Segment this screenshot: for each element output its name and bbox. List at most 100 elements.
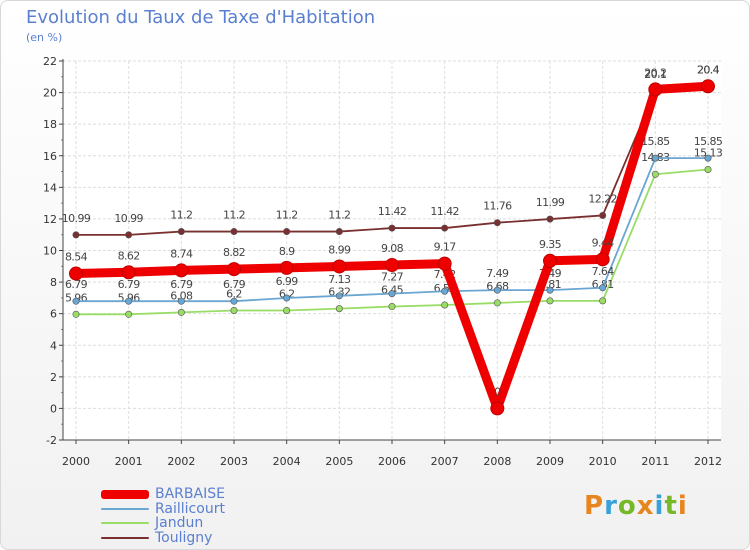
legend-label: Raillicourt [155,500,225,517]
data-label-barbaise: 0 [494,385,501,398]
y-tick-label: 12 [43,213,57,226]
data-label-raillicourt: 15.85 [641,135,670,148]
data-point-barbaise [701,79,715,94]
logo-letter: r [604,491,618,521]
y-tick-label: 0 [50,402,57,415]
data-point-raillicourt [441,287,449,295]
data-label-jandun: 15.13 [694,146,723,159]
data-label-touligny: 10.99 [114,212,143,225]
data-point-barbaise [121,265,136,280]
data-point-jandun [441,301,449,309]
data-point-barbaise [490,401,505,416]
x-tick-label: 2006 [378,455,406,468]
data-label-barbaise: 8.74 [170,247,193,260]
x-tick-label: 2009 [536,455,564,468]
y-tick-label: 22 [43,55,57,68]
x-tick-label: 2012 [694,455,722,468]
data-point-raillicourt [230,297,238,305]
data-point-touligny [388,224,396,232]
x-tick-label: 2004 [273,455,301,468]
data-label-touligny: 11.2 [223,209,245,222]
data-point-barbaise [595,252,610,267]
data-point-barbaise [69,266,83,281]
data-label-touligny: 11.42 [378,205,407,218]
data-label-raillicourt: 6.79 [65,278,88,291]
y-tick-label: 2 [50,371,57,384]
data-label-barbaise: 8.62 [118,249,140,262]
legend-label: Jandun [155,515,204,531]
data-point-barbaise [279,260,294,275]
data-label-touligny: 11.76 [483,200,512,213]
chart-legend: BARBAISE Raillicourt Jandun Touligny [101,487,225,545]
data-label-raillicourt: 6.99 [276,275,299,288]
x-tick-label: 2010 [589,455,617,468]
data-label-barbaise: 8.54 [65,251,88,264]
data-point-raillicourt [546,286,554,294]
data-label-touligny: 10.99 [62,212,91,225]
data-point-barbaise [332,259,347,274]
y-tick-label: 6 [50,308,57,321]
logo-letter: o [617,491,637,521]
data-label-raillicourt: 6.79 [118,278,141,291]
data-label-raillicourt: 7.64 [592,265,615,278]
data-point-barbaise [543,253,557,268]
legend-label: Touligny [155,529,213,546]
data-label-touligny: 20.1 [644,68,666,81]
data-point-raillicourt [335,292,343,300]
data-point-jandun [704,165,712,173]
data-point-touligny [546,215,554,223]
data-point-barbaise [227,262,241,277]
data-point-barbaise [385,258,399,273]
logo-letter: t [664,491,678,521]
legend-item: Jandun [101,516,225,531]
x-tick-label: 2000 [62,455,90,468]
data-point-jandun [283,307,291,315]
x-tick-label: 2011 [641,455,669,468]
data-point-jandun [599,297,607,305]
x-tick-label: 2007 [431,455,459,468]
data-label-raillicourt: 6.79 [170,278,193,291]
legend-label: BARBAISE [155,486,225,502]
data-label-touligny: 12.22 [588,192,617,205]
data-label-barbaise: 8.82 [223,246,245,259]
data-point-touligny [177,228,185,236]
legend-swatch [101,522,149,524]
y-tick-label: 4 [50,339,57,352]
data-point-barbaise [648,82,663,97]
logo-letter: i [677,491,688,521]
data-label-touligny: 11.2 [328,209,350,222]
data-point-raillicourt [72,297,80,305]
legend-item: BARBAISE [101,487,225,502]
data-point-raillicourt [283,294,291,302]
data-label-barbaise: 8.99 [328,243,351,256]
x-tick-label: 2001 [115,455,143,468]
y-tick-label: 14 [43,181,57,194]
data-label-touligny: 11.2 [170,209,192,222]
data-label-barbaise: 8.9 [279,245,295,258]
y-tick-label: 18 [43,118,57,131]
logo-letter: x [636,491,655,521]
data-point-touligny [230,228,238,236]
legend-swatch [101,489,149,499]
y-tick-label: 8 [50,276,57,289]
y-tick-label: -2 [46,434,57,447]
data-point-jandun [335,305,343,313]
data-label-jandun: 6.2 [226,288,242,301]
x-tick-label: 2003 [220,455,248,468]
data-point-jandun [493,299,501,307]
data-point-raillicourt [651,154,659,162]
data-label-touligny: 11.2 [276,209,298,222]
data-label-raillicourt: 15.85 [694,135,723,148]
data-point-touligny [283,228,291,236]
chart-title: Evolution du Taux de Taxe d'Habitation [26,7,376,28]
logo-letter: P [584,491,605,521]
data-point-touligny [441,224,449,232]
data-point-raillicourt [125,297,133,305]
data-point-raillicourt [177,297,185,305]
data-point-barbaise [437,256,452,271]
data-point-jandun [230,307,238,315]
data-point-touligny [125,231,133,239]
data-point-touligny [72,231,80,239]
data-label-barbaise: 9.08 [381,242,404,255]
data-point-raillicourt [704,154,712,162]
